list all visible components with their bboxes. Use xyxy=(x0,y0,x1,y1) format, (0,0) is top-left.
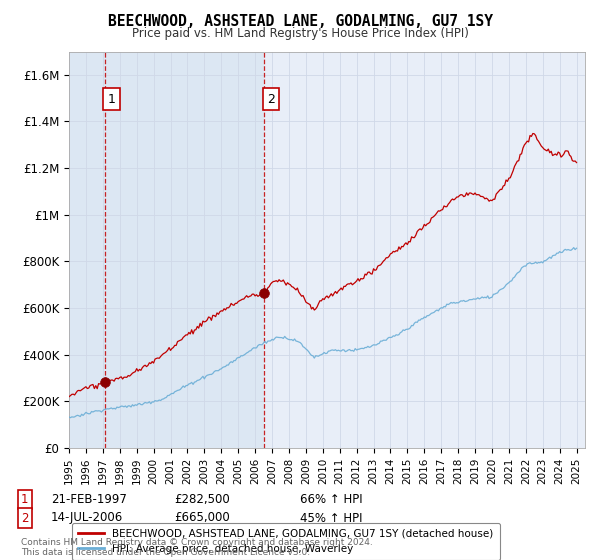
Text: 2: 2 xyxy=(267,92,275,106)
Text: 2: 2 xyxy=(21,511,29,525)
Text: Contains HM Land Registry data © Crown copyright and database right 2024.
This d: Contains HM Land Registry data © Crown c… xyxy=(21,538,373,557)
Text: 21-FEB-1997: 21-FEB-1997 xyxy=(51,493,127,506)
Text: BEECHWOOD, ASHSTEAD LANE, GODALMING, GU7 1SY: BEECHWOOD, ASHSTEAD LANE, GODALMING, GU7… xyxy=(107,14,493,29)
Text: £282,500: £282,500 xyxy=(174,493,230,506)
Text: 1: 1 xyxy=(108,92,116,106)
Legend: BEECHWOOD, ASHSTEAD LANE, GODALMING, GU7 1SY (detached house), HPI: Average pric: BEECHWOOD, ASHSTEAD LANE, GODALMING, GU7… xyxy=(71,522,500,560)
Text: Price paid vs. HM Land Registry's House Price Index (HPI): Price paid vs. HM Land Registry's House … xyxy=(131,27,469,40)
Text: 66% ↑ HPI: 66% ↑ HPI xyxy=(300,493,362,506)
Text: 1: 1 xyxy=(21,493,29,506)
Bar xyxy=(105,52,264,448)
Text: 45% ↑ HPI: 45% ↑ HPI xyxy=(300,511,362,525)
Text: 14-JUL-2006: 14-JUL-2006 xyxy=(51,511,123,525)
Text: £665,000: £665,000 xyxy=(174,511,230,525)
Bar xyxy=(69,52,105,448)
Bar xyxy=(264,52,585,448)
